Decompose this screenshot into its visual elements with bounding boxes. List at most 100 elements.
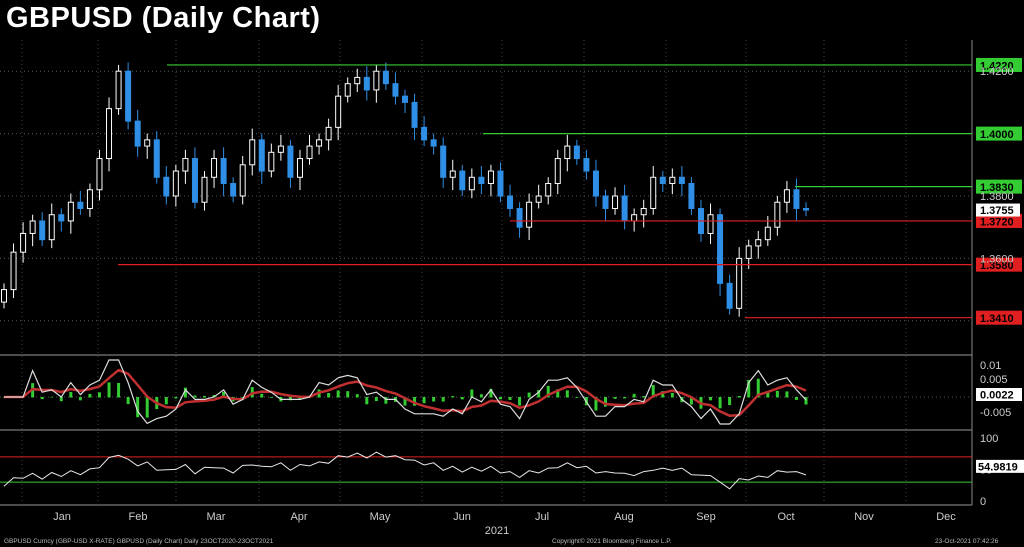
candle-body [592,170,599,197]
macd-histogram-bar [413,397,417,406]
candle-body [688,183,695,209]
candle-body [382,70,389,85]
candle-body [172,170,179,197]
month-label: Jun [453,511,471,523]
month-label: Oct [777,511,794,523]
candle-body [526,201,533,228]
macd-histogram-bar [107,382,111,398]
macd-histogram-bar [164,397,168,405]
candle-body [106,108,113,160]
candle-body [86,189,93,209]
macd-histogram-bar [747,379,751,398]
macd-histogram-bar [632,393,636,398]
macd-line [4,359,807,425]
level-label: 1.3410 [980,313,1014,325]
candle-body [803,207,809,211]
month-label: Sep [696,511,716,523]
candle-body [268,151,275,172]
macd-histogram-bar [241,397,245,398]
rsi-line [3,451,807,490]
macd-histogram-bar [174,397,178,399]
candle-body [373,70,380,91]
macd-histogram-bar [728,397,732,406]
macd-signal-line [4,368,807,417]
macd-histogram-bar [785,391,789,398]
macd-histogram-bar [288,397,292,401]
candle-body [516,207,523,228]
candle-body [736,257,743,309]
candle-body [707,214,714,234]
macd-histogram-bar [518,397,522,406]
candle-body [449,170,456,178]
macd-histogram-bar [794,397,798,400]
macd-histogram-bar [527,392,531,398]
candle-body [306,145,313,160]
candle-body [459,170,466,191]
month-label: Aug [614,511,634,523]
rsi-value-label: 54.9819 [978,461,1018,473]
price-tick-label: 1.3800 [980,191,1014,203]
macd-value-box [976,388,1022,401]
macd-histogram-bar [460,397,464,400]
candle-body [583,158,590,172]
candle-body [249,139,256,166]
macd-histogram-bar [756,378,760,398]
month-label: Feb [129,511,148,523]
month-label: May [370,511,391,523]
macd-histogram-bar [613,397,617,399]
candle-body [783,189,790,203]
candle-body [554,158,561,185]
candle-body [487,170,494,185]
price-tick-label: 1.4200 [980,66,1014,78]
macd-tick-label: 0.005 [980,374,1008,386]
rsi-value-box [976,459,1024,473]
candle-body [564,145,571,160]
macd-histogram-bar [623,397,627,399]
gridlines [0,40,973,506]
macd-histogram-bar [269,397,273,398]
rsi-panel [0,451,972,490]
candle-body [153,139,160,178]
macd-histogram-bar [651,385,655,398]
candle-body [678,176,685,185]
macd-histogram-bar [766,391,770,398]
macd-histogram-bar [661,391,665,398]
macd-histogram-bar [451,396,455,398]
candle-body [764,226,771,241]
macd-histogram-bar [384,397,388,404]
macd-histogram-bar [327,393,331,398]
candle-body [77,201,84,209]
candle-body [392,83,399,97]
candle-body [440,145,447,178]
macd-histogram-bar [136,397,140,418]
candle-body [230,183,237,197]
candle-body [344,83,351,97]
footer-source: GBPUSD Curncy (GBP-USD X-RATE) GBPUSD (D… [4,538,274,545]
candle-body [468,176,475,191]
macd-histogram-bar [489,388,493,398]
candle-body [96,158,103,191]
candle-body [669,176,676,185]
macd-histogram-bar [508,397,512,401]
month-label: Nov [854,511,874,523]
candle-body [182,158,189,172]
candle-body [48,214,55,241]
candle-body [411,101,418,128]
rsi-tick-label: 0 [980,496,986,508]
footer: GBPUSD Curncy (GBP-USD X-RATE) GBPUSD (D… [0,537,1024,547]
candle-body [545,183,552,197]
candle-body [354,76,361,85]
macd-histogram-bar [689,397,693,405]
candle-body [134,120,141,147]
macd-histogram-bar [737,395,741,398]
candle-body [631,214,638,222]
macd-histogram-bar [422,397,426,404]
level-label: 1.3720 [980,216,1014,228]
candle-body [535,195,542,203]
candle-body [726,282,733,309]
candle-body [478,176,485,185]
candle-body [29,220,36,234]
footer-timestamp: 23-Oct-2021 07:42:26 [935,538,999,545]
month-label: Mar [207,511,226,523]
